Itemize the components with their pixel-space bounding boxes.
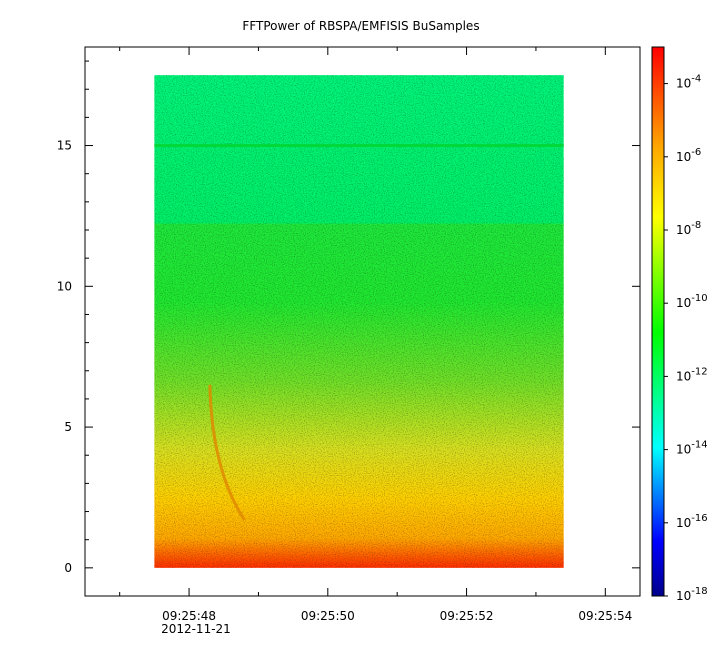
y-tick-label: 10	[57, 279, 72, 293]
x-tick-label: 09:25:50	[301, 609, 355, 623]
y-tick-label: 5	[64, 420, 72, 434]
colorbar-gradient	[651, 46, 665, 597]
y-tick-label: 0	[64, 561, 72, 575]
colorbar-tick-label: 10-16	[676, 513, 708, 530]
dispersive-tone	[208, 384, 246, 521]
y-tick-label: 15	[57, 139, 72, 153]
chart-title: FFTPower of RBSPA/EMFISIS BuSamples	[242, 19, 479, 33]
colorbar: 10-4 10-6 10-8 10-10 10-12 10-14 10-16 10-18	[651, 46, 708, 603]
colorbar-ticks: 10-4 10-6 10-8 10-10 10-12 10-14 10-16 10-18	[664, 74, 708, 603]
colorbar-tick-label: 10-18	[676, 586, 708, 603]
colorbar-tick-label: 10-14	[676, 440, 708, 457]
spectrogram-image	[154, 75, 564, 568]
colorbar-tick-label: 10-4	[676, 74, 701, 91]
x-tick-label: 09:25:48	[162, 609, 216, 623]
colorbar-tick-label: 10-8	[676, 220, 701, 237]
noise-texture	[154, 75, 564, 568]
constant-frequency-line	[154, 144, 564, 148]
x-date-label: 2012-11-21	[161, 622, 231, 636]
colorbar-tick-label: 10-10	[676, 293, 708, 310]
x-tick-label: 09:25:54	[578, 609, 632, 623]
y-axis: 0 5 10 15	[57, 60, 640, 575]
colorbar-tick-label: 10-12	[676, 366, 708, 383]
colorbar-tick-label: 10-6	[676, 147, 701, 164]
x-tick-label: 09:25:52	[440, 609, 494, 623]
